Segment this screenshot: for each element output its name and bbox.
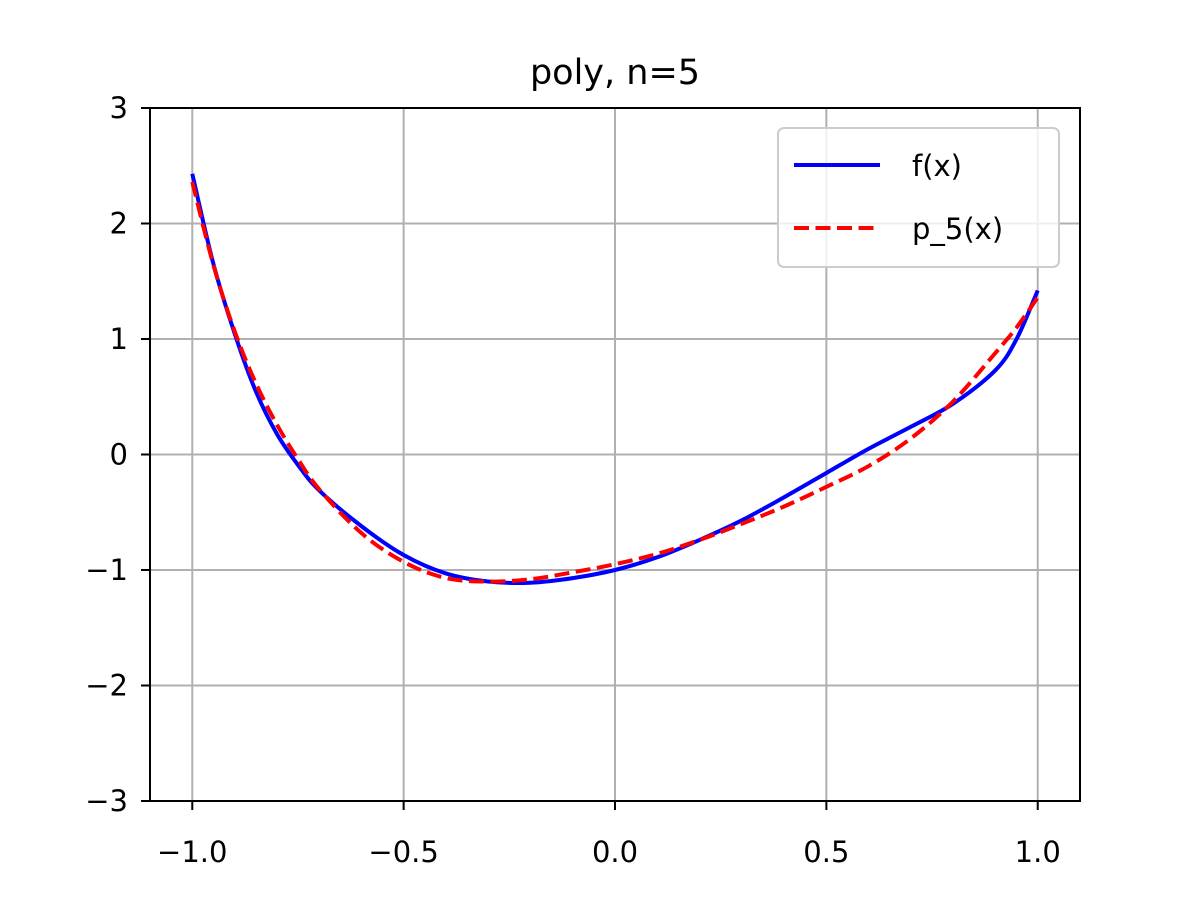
y-tick-label: 2 (110, 207, 128, 241)
legend-label: f(x) (912, 149, 962, 183)
legend-label: p_5(x) (912, 212, 1003, 246)
x-tick-label: −0.5 (368, 835, 438, 869)
y-tick-label: 3 (110, 91, 128, 125)
x-tick-label: −1.0 (157, 835, 227, 869)
y-tick-label: −3 (85, 784, 128, 818)
series-layer (190, 173, 1040, 585)
x-axis: −1.0 −0.5 0.0 0.5 1.0 (157, 801, 1061, 869)
legend: f(x) p_5(x) (777, 127, 1060, 268)
y-tick-label: −2 (85, 669, 128, 703)
x-tick-label: 0.5 (803, 835, 849, 869)
y-tick-label: −1 (85, 553, 128, 587)
y-tick-label: 0 (110, 438, 128, 472)
y-axis: −3 −2 −1 0 1 2 3 (85, 91, 150, 818)
x-tick-label: 0.0 (592, 835, 638, 869)
chart-title: poly, n=5 (530, 53, 700, 93)
y-tick-label: 1 (110, 322, 128, 356)
series-line-f (190, 173, 1040, 585)
legend-box (777, 127, 1060, 268)
x-tick-label: 1.0 (1015, 835, 1061, 869)
series-line-p5 (190, 181, 1040, 584)
